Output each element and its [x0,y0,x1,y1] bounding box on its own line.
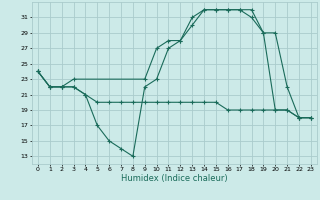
X-axis label: Humidex (Indice chaleur): Humidex (Indice chaleur) [121,174,228,183]
